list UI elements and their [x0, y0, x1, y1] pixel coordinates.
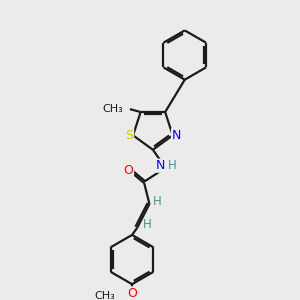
Text: CH₃: CH₃: [94, 291, 115, 300]
Text: N: N: [172, 129, 181, 142]
Text: H: H: [153, 195, 162, 208]
Text: H: H: [143, 218, 152, 231]
Text: N: N: [156, 159, 165, 172]
Text: H: H: [168, 159, 177, 172]
Text: O: O: [127, 287, 137, 300]
Text: S: S: [126, 129, 134, 142]
Text: CH₃: CH₃: [103, 104, 123, 114]
Text: O: O: [124, 164, 134, 177]
